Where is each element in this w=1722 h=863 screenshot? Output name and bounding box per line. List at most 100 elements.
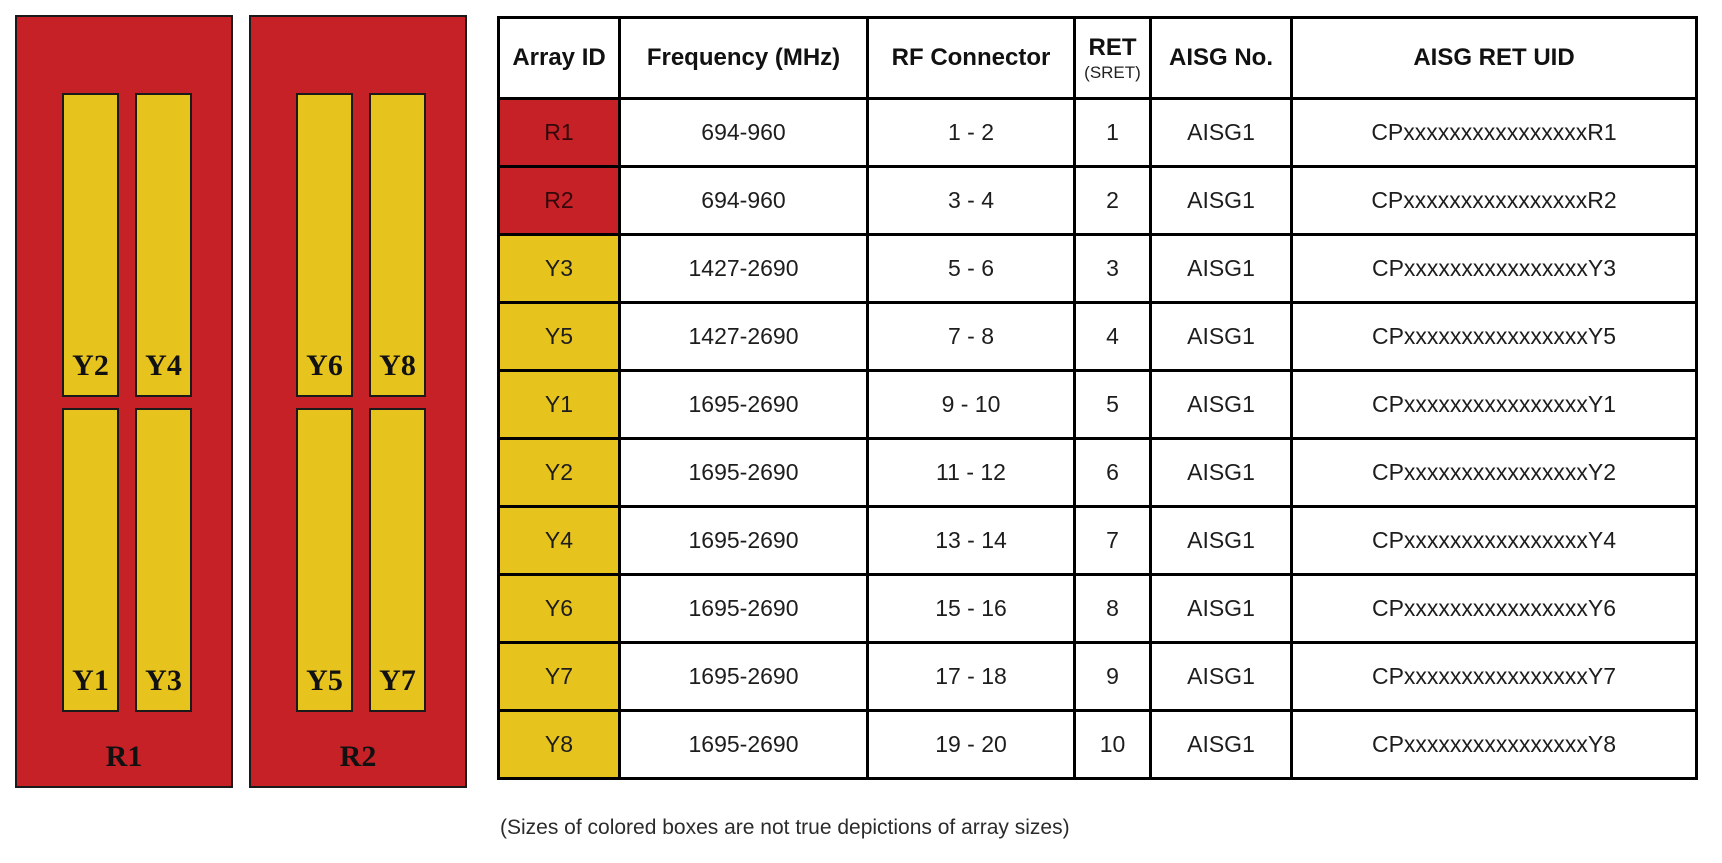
array-bar-y1: Y1 (62, 408, 119, 712)
cell-array-id: Y5 (497, 301, 621, 372)
table-row: Y4 1695-2690 13 - 14 7 AISG1 CPxxxxxxxxx… (497, 505, 1698, 576)
array-bar-y6: Y6 (296, 93, 353, 397)
cell-aisg-no: AISG1 (1149, 165, 1293, 236)
array-bar-label: Y5 (306, 664, 343, 697)
array-bar-y3: Y3 (135, 408, 192, 712)
cell-rf-connector: 1 - 2 (866, 97, 1076, 168)
cell-ret: 7 (1073, 505, 1152, 576)
cell-aisg-ret-uid: CPxxxxxxxxxxxxxxxxR2 (1290, 165, 1698, 236)
header-ret-main: RET (1088, 33, 1137, 61)
table-row: Y7 1695-2690 17 - 18 9 AISG1 CPxxxxxxxxx… (497, 641, 1698, 712)
array-panel-r1: Y2 Y4 Y1 Y3 R1 (15, 15, 233, 788)
table-row: R1 694-960 1 - 2 1 AISG1 CPxxxxxxxxxxxxx… (497, 97, 1698, 168)
array-bar-label: Y1 (72, 664, 109, 697)
header-aisg-ret-uid: AISG RET UID (1290, 16, 1698, 100)
cell-ret: 10 (1073, 709, 1152, 780)
table-row: Y8 1695-2690 19 - 20 10 AISG1 CPxxxxxxxx… (497, 709, 1698, 780)
cell-aisg-ret-uid: CPxxxxxxxxxxxxxxxxY3 (1290, 233, 1698, 304)
cell-frequency: 1427-2690 (618, 233, 869, 304)
table-row: R2 694-960 3 - 4 2 AISG1 CPxxxxxxxxxxxxx… (497, 165, 1698, 236)
array-bar-y8: Y8 (369, 93, 426, 397)
cell-aisg-no: AISG1 (1149, 97, 1293, 168)
cell-rf-connector: 19 - 20 (866, 709, 1076, 780)
panel-label-r2: R2 (339, 740, 377, 773)
header-ret: RET (SRET) (1073, 16, 1152, 100)
cell-frequency: 1695-2690 (618, 573, 869, 644)
port-mapping-table: Array ID Frequency (MHz) RF Connector RE… (497, 16, 1698, 780)
cell-frequency: 694-960 (618, 97, 869, 168)
cell-rf-connector: 13 - 14 (866, 505, 1076, 576)
cell-array-id: Y3 (497, 233, 621, 304)
table-row: Y1 1695-2690 9 - 10 5 AISG1 CPxxxxxxxxxx… (497, 369, 1698, 440)
table-row: Y2 1695-2690 11 - 12 6 AISG1 CPxxxxxxxxx… (497, 437, 1698, 508)
header-rf-connector: RF Connector (866, 16, 1076, 100)
cell-aisg-no: AISG1 (1149, 437, 1293, 508)
table-row: Y5 1427-2690 7 - 8 4 AISG1 CPxxxxxxxxxxx… (497, 301, 1698, 372)
cell-ret: 6 (1073, 437, 1152, 508)
cell-ret: 3 (1073, 233, 1152, 304)
cell-rf-connector: 5 - 6 (866, 233, 1076, 304)
array-bar-label: Y8 (379, 349, 416, 382)
cell-rf-connector: 9 - 10 (866, 369, 1076, 440)
array-bar-label: Y4 (145, 349, 182, 382)
array-bar-y4: Y4 (135, 93, 192, 397)
cell-array-id: R1 (497, 97, 621, 168)
cell-ret: 4 (1073, 301, 1152, 372)
cell-aisg-ret-uid: CPxxxxxxxxxxxxxxxxY2 (1290, 437, 1698, 508)
table-row: Y3 1427-2690 5 - 6 3 AISG1 CPxxxxxxxxxxx… (497, 233, 1698, 304)
array-bar-label: Y2 (72, 349, 109, 382)
cell-ret: 1 (1073, 97, 1152, 168)
array-bar-y2: Y2 (62, 93, 119, 397)
cell-aisg-ret-uid: CPxxxxxxxxxxxxxxxxY5 (1290, 301, 1698, 372)
array-bar-y5: Y5 (296, 408, 353, 712)
cell-aisg-no: AISG1 (1149, 369, 1293, 440)
cell-aisg-ret-uid: CPxxxxxxxxxxxxxxxxR1 (1290, 97, 1698, 168)
cell-frequency: 1695-2690 (618, 709, 869, 780)
array-panel-r2: Y6 Y8 Y5 Y7 R2 (249, 15, 467, 788)
cell-array-id: Y4 (497, 505, 621, 576)
table-header-row: Array ID Frequency (MHz) RF Connector RE… (497, 16, 1698, 100)
cell-aisg-no: AISG1 (1149, 233, 1293, 304)
cell-ret: 8 (1073, 573, 1152, 644)
cell-aisg-no: AISG1 (1149, 573, 1293, 644)
cell-frequency: 1695-2690 (618, 437, 869, 508)
cell-array-id: Y7 (497, 641, 621, 712)
cell-aisg-ret-uid: CPxxxxxxxxxxxxxxxxY1 (1290, 369, 1698, 440)
size-disclaimer-caption: (Sizes of colored boxes are not true dep… (500, 816, 1070, 839)
cell-aisg-no: AISG1 (1149, 301, 1293, 372)
cell-ret: 2 (1073, 165, 1152, 236)
cell-aisg-no: AISG1 (1149, 641, 1293, 712)
cell-rf-connector: 7 - 8 (866, 301, 1076, 372)
array-bar-label: Y3 (145, 664, 182, 697)
cell-frequency: 1427-2690 (618, 301, 869, 372)
array-bar-label: Y6 (306, 349, 343, 382)
cell-aisg-no: AISG1 (1149, 709, 1293, 780)
cell-rf-connector: 17 - 18 (866, 641, 1076, 712)
header-aisg-no: AISG No. (1149, 16, 1293, 100)
array-bar-label: Y7 (379, 664, 416, 697)
cell-array-id: R2 (497, 165, 621, 236)
cell-array-id: Y1 (497, 369, 621, 440)
table-row: Y6 1695-2690 15 - 16 8 AISG1 CPxxxxxxxxx… (497, 573, 1698, 644)
cell-rf-connector: 15 - 16 (866, 573, 1076, 644)
header-array-id: Array ID (497, 16, 621, 100)
panel-label-r1: R1 (105, 740, 143, 773)
cell-array-id: Y8 (497, 709, 621, 780)
cell-rf-connector: 3 - 4 (866, 165, 1076, 236)
cell-ret: 9 (1073, 641, 1152, 712)
cell-array-id: Y2 (497, 437, 621, 508)
cell-frequency: 1695-2690 (618, 369, 869, 440)
cell-frequency: 694-960 (618, 165, 869, 236)
cell-rf-connector: 11 - 12 (866, 437, 1076, 508)
cell-aisg-ret-uid: CPxxxxxxxxxxxxxxxxY6 (1290, 573, 1698, 644)
header-frequency: Frequency (MHz) (618, 16, 869, 100)
cell-aisg-ret-uid: CPxxxxxxxxxxxxxxxxY8 (1290, 709, 1698, 780)
cell-frequency: 1695-2690 (618, 505, 869, 576)
header-ret-sub: (SRET) (1084, 62, 1141, 82)
cell-frequency: 1695-2690 (618, 641, 869, 712)
cell-ret: 5 (1073, 369, 1152, 440)
cell-aisg-ret-uid: CPxxxxxxxxxxxxxxxxY4 (1290, 505, 1698, 576)
cell-aisg-ret-uid: CPxxxxxxxxxxxxxxxxY7 (1290, 641, 1698, 712)
cell-aisg-no: AISG1 (1149, 505, 1293, 576)
